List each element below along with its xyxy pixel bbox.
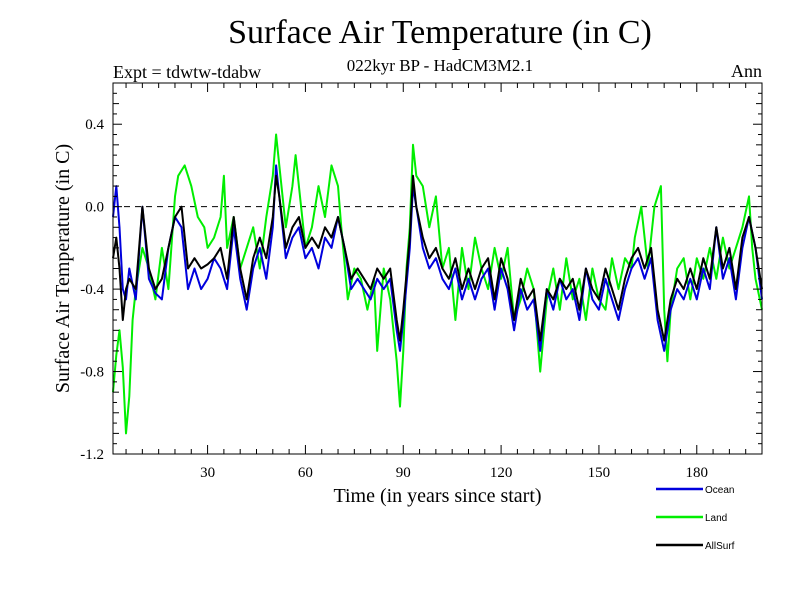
x-tick-label: 30 bbox=[200, 465, 215, 481]
y-tick-label: 0.0 bbox=[85, 200, 104, 216]
x-tick-label: 120 bbox=[490, 465, 513, 481]
x-axis-label: Time (in years since start) bbox=[333, 485, 541, 507]
season-label: Ann bbox=[731, 61, 762, 81]
legend-label-land: Land bbox=[705, 513, 727, 524]
x-tick-label: 150 bbox=[588, 465, 611, 481]
y-axis-label: Surface Air Temperature (in C) bbox=[52, 144, 74, 393]
series-line-land bbox=[112, 133, 763, 435]
y-tick-label: -0.8 bbox=[80, 365, 104, 381]
experiment-label: Expt = tdwtw-tdabw bbox=[113, 62, 262, 82]
chart-title: Surface Air Temperature (in C) bbox=[228, 14, 652, 51]
y-tick-label: 0.4 bbox=[85, 117, 104, 133]
x-tick-label: 180 bbox=[686, 465, 709, 481]
x-tick-label: 90 bbox=[396, 465, 411, 481]
chart-subtitle: 022kyr BP - HadCM3M2.1 bbox=[346, 56, 534, 75]
y-tick-label: -1.2 bbox=[80, 447, 104, 463]
y-tick-label: -0.4 bbox=[80, 282, 104, 298]
series-line-allsurf bbox=[112, 174, 763, 342]
x-tick-label: 60 bbox=[298, 465, 313, 481]
series-line-ocean bbox=[112, 164, 763, 352]
legend-label-allsurf: AllSurf bbox=[705, 541, 735, 552]
legend-label-ocean: Ocean bbox=[705, 485, 734, 496]
